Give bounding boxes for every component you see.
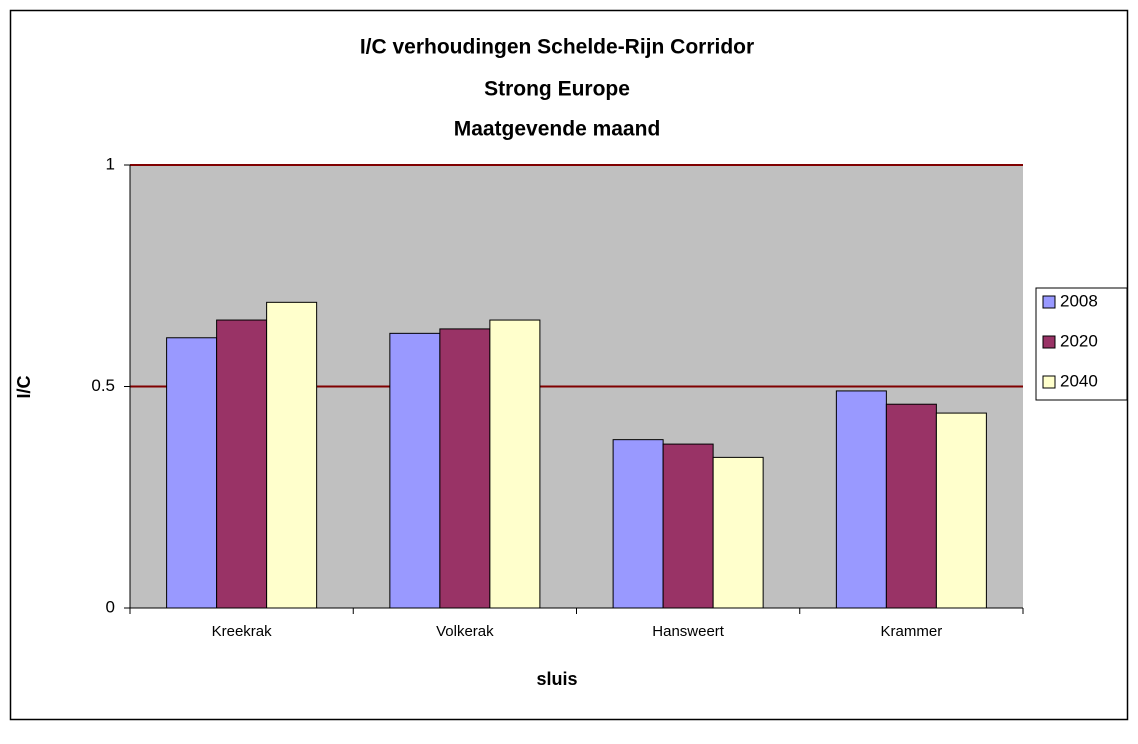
legend-label: 2040 xyxy=(1060,371,1098,390)
bar xyxy=(489,319,541,609)
y-tick-label: 1 xyxy=(106,154,115,173)
chart-title: I/C verhoudingen Schelde-Rijn Corridor xyxy=(360,36,754,59)
bar xyxy=(712,456,764,609)
chart-title: Maatgevende maand xyxy=(454,118,661,141)
y-axis-label: I/C xyxy=(14,375,34,398)
legend-label: 2008 xyxy=(1060,291,1098,310)
x-tick-label: Hansweert xyxy=(652,623,725,640)
x-tick-label: Volkerak xyxy=(436,623,494,640)
legend-swatch xyxy=(1042,375,1056,389)
bar xyxy=(216,319,268,609)
bar xyxy=(166,337,218,609)
y-tick-label: 0 xyxy=(106,597,115,616)
legend-swatch xyxy=(1042,335,1056,349)
bar xyxy=(885,403,937,609)
legend-label: 2020 xyxy=(1060,331,1098,350)
x-axis-label: sluis xyxy=(536,669,577,689)
bar xyxy=(935,412,987,609)
chart-title: Strong Europe xyxy=(484,78,630,101)
legend-swatch xyxy=(1042,295,1056,309)
x-tick-label: Kreekrak xyxy=(212,623,273,640)
bar xyxy=(266,301,318,609)
bar xyxy=(662,443,714,609)
bar xyxy=(389,332,441,609)
bar xyxy=(439,328,491,609)
bar xyxy=(835,390,887,609)
y-tick-label: 0.5 xyxy=(91,376,115,395)
bar xyxy=(612,439,664,609)
x-tick-label: Krammer xyxy=(881,623,943,640)
